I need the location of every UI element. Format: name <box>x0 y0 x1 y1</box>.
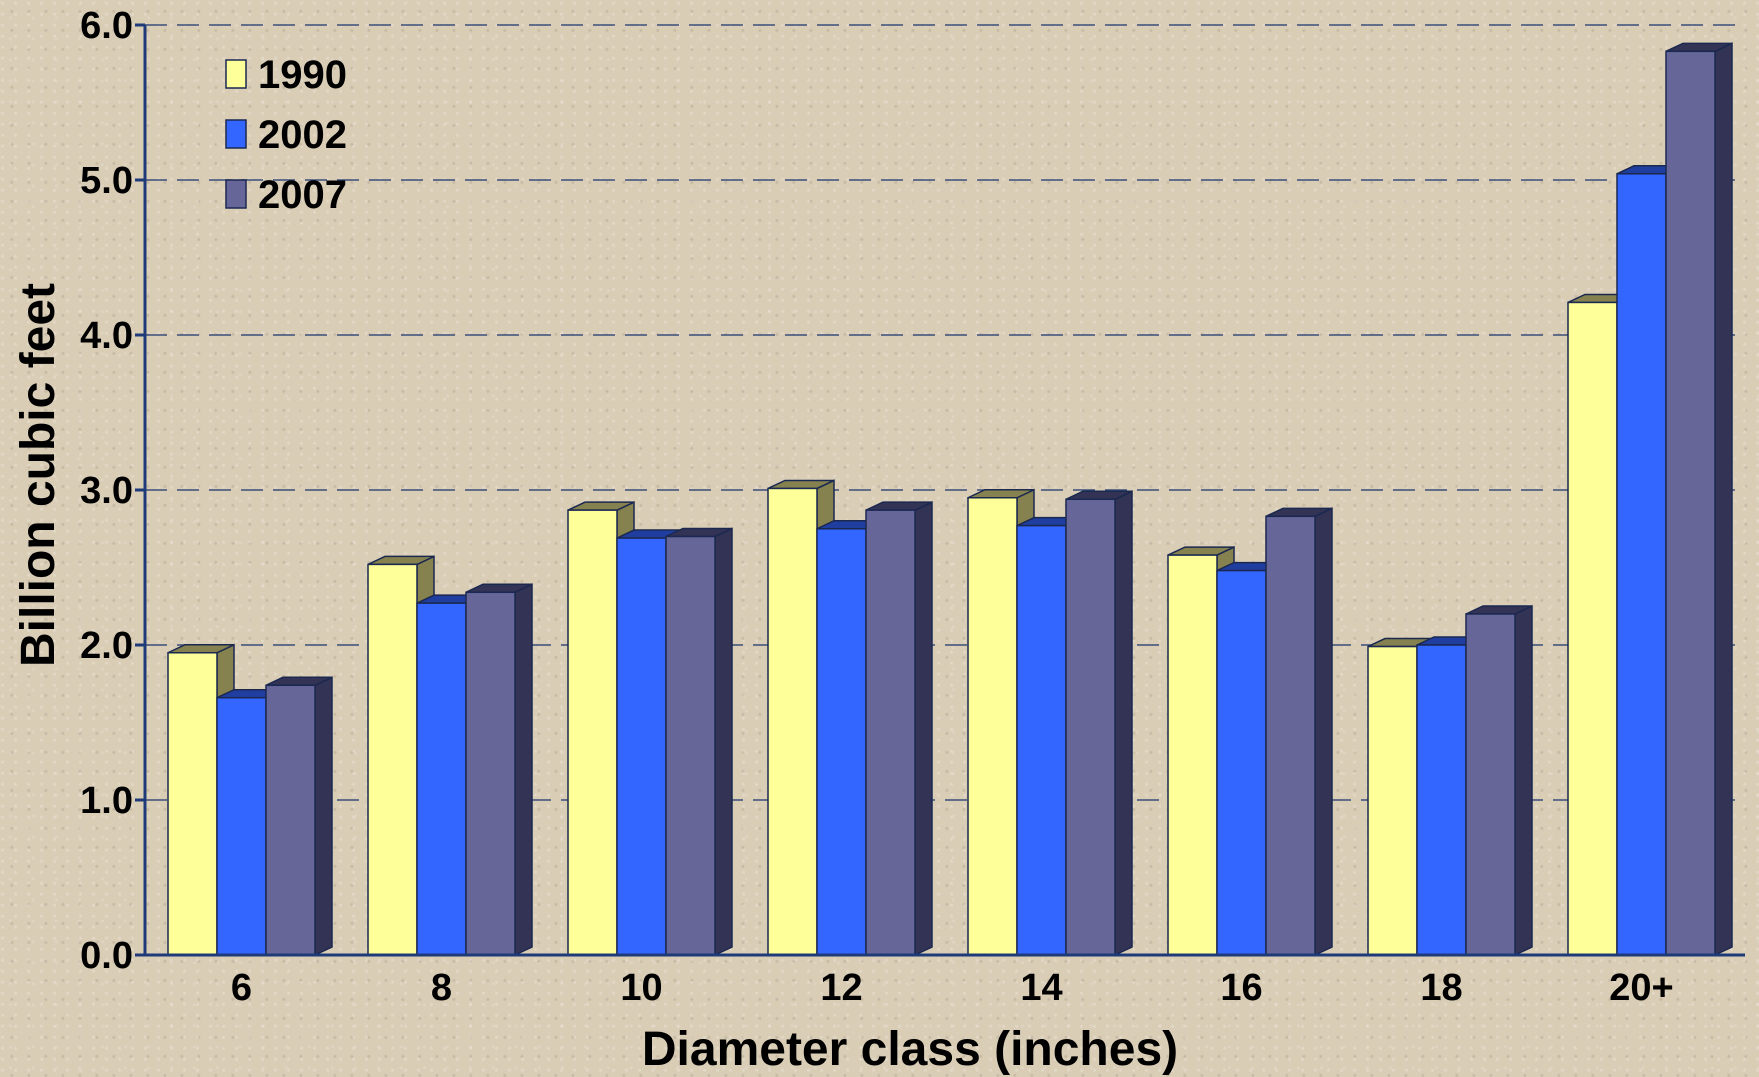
bar-side <box>914 500 933 957</box>
bar-2007-20+ <box>1665 42 1733 957</box>
legend-swatch-2002 <box>225 119 247 149</box>
bar-side <box>714 527 733 957</box>
bar-side <box>1314 507 1333 957</box>
bar-front <box>1665 50 1716 956</box>
bar-front <box>1167 554 1218 956</box>
y-tick-label: 1.0 <box>80 780 133 822</box>
x-tick-label: 16 <box>1220 967 1262 1009</box>
bar-front <box>1265 515 1316 956</box>
bar-2007-8 <box>465 583 533 957</box>
bar-side <box>314 676 333 957</box>
bar-front <box>816 528 867 956</box>
bar-front <box>1016 524 1067 956</box>
bar-front <box>1567 301 1618 956</box>
bar-front <box>1367 645 1418 956</box>
x-tick-label: 6 <box>231 967 252 1009</box>
bar-side <box>1114 490 1133 957</box>
bar-front <box>767 487 818 956</box>
bar-front <box>1065 498 1116 956</box>
x-tick-label: 8 <box>431 967 452 1009</box>
bars <box>167 42 1733 957</box>
bar-front <box>367 563 418 956</box>
legend-swatch-1990 <box>225 59 247 89</box>
legend: 1990 2002 2007 <box>225 53 347 217</box>
x-axis-title: Diameter class (inches) <box>642 1023 1178 1076</box>
bar-front <box>1465 613 1516 956</box>
x-tick-label: 14 <box>1020 967 1062 1009</box>
bar-front <box>216 696 267 956</box>
y-tick-label: 3.0 <box>80 470 133 512</box>
x-tick-label: 20+ <box>1609 967 1673 1009</box>
y-axis-title: Billion cubic feet <box>12 283 65 667</box>
x-tick-label: 18 <box>1420 967 1462 1009</box>
bar-front <box>1216 569 1267 956</box>
bar-front <box>1616 173 1667 956</box>
bar-front <box>265 684 316 956</box>
bar-side <box>1514 604 1533 957</box>
bar-2007-6 <box>265 676 333 957</box>
x-tick-label: 12 <box>820 967 862 1009</box>
bar-front <box>665 535 716 956</box>
y-tick-label: 4.0 <box>80 315 133 357</box>
bar-front <box>616 537 667 956</box>
x-tick-label: 10 <box>620 967 662 1009</box>
legend-label-2007: 2007 <box>258 173 347 217</box>
bar-side <box>514 583 533 957</box>
legend-swatch-2007 <box>225 179 247 209</box>
bar-2007-14 <box>1065 490 1133 957</box>
y-tick-label: 0.0 <box>80 935 133 977</box>
y-tick-label: 2.0 <box>80 625 133 667</box>
bar-front <box>167 652 218 956</box>
legend-label-1990: 1990 <box>258 53 347 97</box>
bar-front <box>1416 644 1467 956</box>
legend-label-2002: 2002 <box>258 113 347 157</box>
bar-2007-16 <box>1265 507 1333 957</box>
bar-2007-12 <box>865 500 933 957</box>
bar-front <box>465 591 516 956</box>
y-tick-label: 6.0 <box>80 5 133 47</box>
x-ticks: 6 8 10 12 14 16 18 20+ <box>231 967 1674 1009</box>
bar-side <box>1714 42 1733 957</box>
bar-front <box>416 602 467 956</box>
y-tick-label: 5.0 <box>80 160 133 202</box>
y-ticks: 0.0 1.0 2.0 3.0 4.0 5.0 6.0 <box>80 5 145 977</box>
bar-2007-10 <box>665 527 733 957</box>
bar-front <box>567 509 618 956</box>
bar-2007-18 <box>1465 604 1533 957</box>
bar-front <box>967 497 1018 956</box>
bar-front <box>865 509 916 956</box>
